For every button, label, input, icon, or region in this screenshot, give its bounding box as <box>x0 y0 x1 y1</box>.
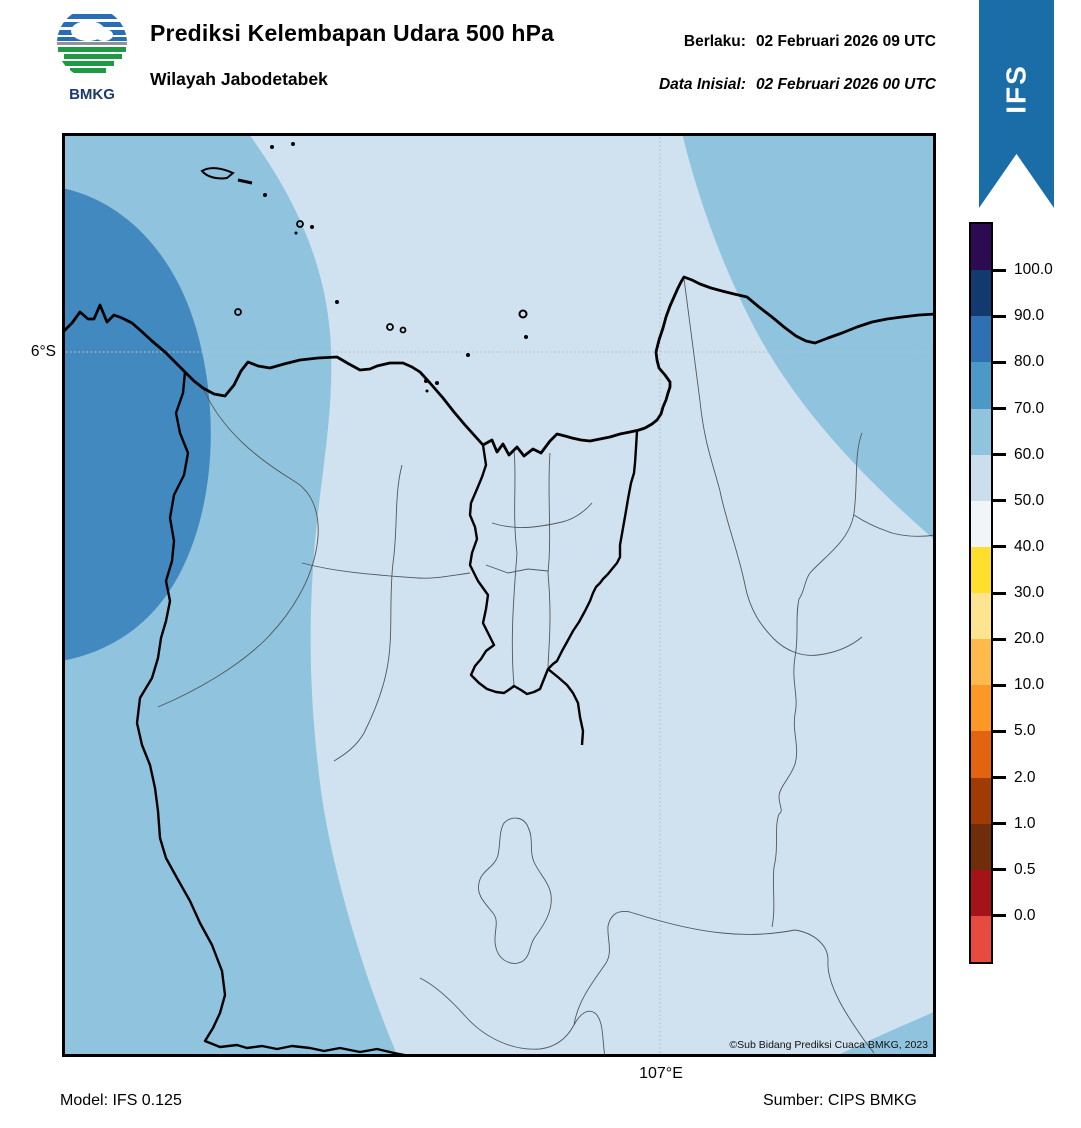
colorbar-tick-label: 80.0 <box>1014 353 1045 371</box>
init-time-value: 02 Februari 2026 00 UTC <box>755 76 936 93</box>
colorbar-segment <box>971 639 991 686</box>
colorbar-segment <box>971 224 991 271</box>
islands <box>200 142 528 393</box>
colorbar-tick-label: 60.0 <box>1014 445 1045 463</box>
fill-rh-60-70-northeast <box>682 133 936 541</box>
colorbar-tick <box>993 591 1006 595</box>
region-subtitle: Wilayah Jabodetabek <box>150 69 328 89</box>
colorbar-tick <box>993 499 1006 503</box>
coastline <box>61 275 937 458</box>
bmkg-logo: BMKG <box>52 6 132 104</box>
fill-rh-60-70-corner <box>834 1011 936 1057</box>
colorbar-tick <box>993 453 1006 457</box>
colorbar-tick-label: 20.0 <box>1014 630 1045 648</box>
init-time-line: Data Inisial: 02 Februari 2026 00 UTC <box>659 76 936 94</box>
colorbar-tick <box>993 729 1006 733</box>
colorbar-segment <box>971 316 991 363</box>
colorbar-segment <box>971 685 991 732</box>
colorbar-tick-label: 0.0 <box>1014 906 1036 924</box>
province-boundaries <box>135 371 639 1059</box>
page-title: Prediksi Kelembapan Udara 500 hPa <box>150 20 555 46</box>
colorbar-tick-label: 90.0 <box>1014 307 1045 325</box>
init-time-label: Data Inisial: <box>658 76 746 93</box>
colorbar-segment <box>971 869 991 916</box>
colorbar-tick-label: 2.0 <box>1014 768 1036 786</box>
longitude-tick-label: 107°E <box>639 1065 683 1082</box>
source-footnote: Sumber: CIPS BMKG <box>763 1092 917 1109</box>
colorbar-tick-label: 1.0 <box>1014 814 1036 832</box>
colorbar-tick-label: 100.0 <box>1014 261 1053 279</box>
colorbar-segment <box>971 362 991 409</box>
colorbar-tick-label: 5.0 <box>1014 722 1036 740</box>
map-copyright: ©Sub Bidang Prediksi Cuaca BMKG, 2023 <box>729 1039 928 1051</box>
colorbar-tick <box>993 637 1006 641</box>
colorbar-segment <box>971 777 991 824</box>
colorbar-tick <box>993 822 1006 826</box>
colorbar-segment <box>971 915 991 962</box>
valid-time-label: Berlaku: <box>683 33 746 50</box>
valid-time-value: 02 Februari 2026 09 UTC <box>755 33 936 50</box>
colorbar-tick-label: 50.0 <box>1014 491 1045 509</box>
map-frame <box>62 133 936 1057</box>
colorbar-tick <box>993 914 1006 918</box>
model-ribbon: IFS <box>979 0 1054 208</box>
colorbar-tick-label: 70.0 <box>1014 399 1045 417</box>
colorbar-segment <box>971 823 991 870</box>
colorbar-segment <box>971 500 991 547</box>
colorbar-tick-label: 10.0 <box>1014 676 1045 694</box>
map-canvas: ©Sub Bidang Prediksi Cuaca BMKG, 2023 <box>61 133 937 1059</box>
colorbar-segment <box>971 454 991 501</box>
colorbar-tick-label: 40.0 <box>1014 537 1045 555</box>
model-ribbon-label: IFS <box>1000 64 1032 114</box>
colorbar-tick <box>993 776 1006 779</box>
colorbar-segments <box>969 222 993 964</box>
colorbar-tick-label: 30.0 <box>1014 584 1045 601</box>
colorbar-segment <box>971 731 991 778</box>
model-footnote: Model: IFS 0.125 <box>60 1092 182 1109</box>
valid-time-line: Berlaku: 02 Februari 2026 09 UTC <box>684 33 936 51</box>
colorbar-tick <box>993 314 1006 318</box>
map-panel: ©Sub Bidang Prediksi Cuaca BMKG, 2023 <box>61 133 937 1059</box>
colorbar-segment <box>971 546 991 593</box>
colorbar-tick <box>993 360 1006 364</box>
colorbar-tick-label: 0.5 <box>1014 860 1036 878</box>
colorbar-tick <box>993 868 1006 872</box>
colorbar-tick <box>993 268 1006 272</box>
bmkg-logo-text: BMKG <box>69 86 115 103</box>
colorbar-segment <box>971 408 991 455</box>
colorbar-segment <box>971 270 991 317</box>
bmkg-logo-icon: BMKG <box>57 8 127 103</box>
colorbar: 100.0 90.0 80.0 70.0 60.0 50.0 40.0 30.0 20.0 10.… <box>969 222 1079 964</box>
colorbar-segment <box>971 593 991 640</box>
colorbar-tick <box>993 545 1006 549</box>
latitude-tick-label: 6°S <box>30 343 56 360</box>
colorbar-tick <box>993 407 1006 410</box>
district-boundaries <box>157 278 937 1058</box>
colorbar-tick <box>993 683 1006 687</box>
